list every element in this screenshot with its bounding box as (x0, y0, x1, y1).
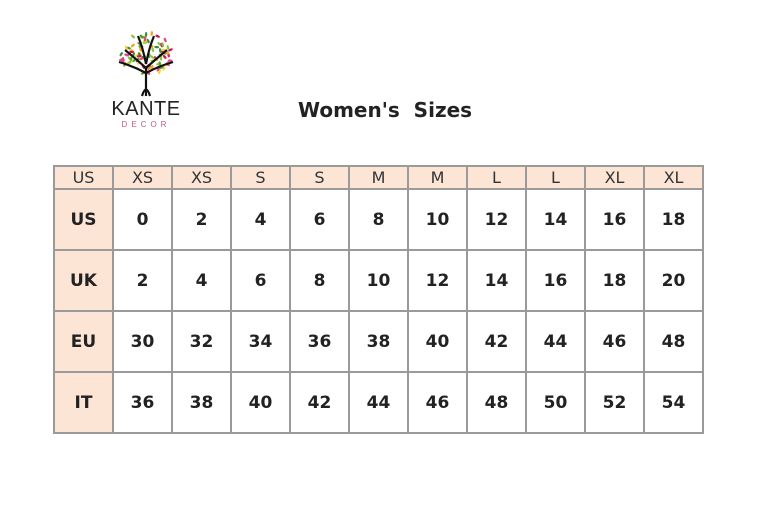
header-cell: XS (112, 165, 173, 190)
size-cell: 40 (230, 371, 291, 434)
leaf-mark (146, 38, 150, 44)
logo-title: KANTE (111, 98, 181, 120)
leaf-mark (154, 45, 160, 49)
size-cell: 50 (525, 371, 586, 434)
size-cell: 18 (584, 249, 645, 312)
logo-subtitle: DECOR (121, 120, 171, 129)
header-cell: US (53, 165, 114, 190)
header-cell: XL (584, 165, 645, 190)
size-cell: 12 (407, 249, 468, 312)
size-cell: 2 (112, 249, 173, 312)
size-cell: 34 (230, 310, 291, 373)
row-label: EU (53, 310, 114, 373)
leaf-mark (124, 45, 128, 51)
kante-decor-logo: KANTE DECOR (105, 28, 187, 130)
size-cell: 6 (230, 249, 291, 312)
tree-icon (118, 31, 174, 97)
leaf-mark (140, 36, 146, 39)
leaf-mark (136, 55, 142, 58)
size-cell: 14 (525, 188, 586, 251)
size-cell: 38 (171, 371, 232, 434)
leaf-mark (150, 31, 154, 36)
page-title: Women's Sizes (298, 98, 473, 122)
row-label: IT (53, 371, 114, 434)
size-cell: 18 (643, 188, 704, 251)
leaf-mark (158, 69, 161, 75)
size-cell: 20 (643, 249, 704, 312)
size-cell: 48 (466, 371, 527, 434)
header-cell: XL (643, 165, 704, 190)
header-row: US XS XS S S M M L L XL XL (53, 165, 704, 190)
leaf-mark (139, 57, 144, 61)
size-cell: 12 (466, 188, 527, 251)
size-cell: 6 (289, 188, 350, 251)
leaf-mark (130, 43, 135, 48)
size-cell: 4 (171, 249, 232, 312)
leaf-mark (134, 53, 140, 58)
table-row: UK 2 4 6 8 10 12 14 16 18 20 (53, 249, 704, 312)
leaf-mark (162, 66, 166, 71)
leaf-mark (128, 59, 132, 64)
size-cell: 36 (289, 310, 350, 373)
header-cell: XS (171, 165, 232, 190)
leaf-mark (157, 42, 162, 46)
size-cell: 44 (348, 371, 409, 434)
leaf-mark (129, 50, 135, 54)
size-cell: 46 (407, 371, 468, 434)
header-cell: M (407, 165, 468, 190)
leaf-mark (155, 34, 160, 38)
leaf-mark (131, 34, 136, 39)
leaf-mark (156, 67, 161, 72)
size-chart-table: US XS XS S S M M L L XL XL US 0 2 4 6 8 10 12 14 16 18 UK 2 4 6 8 1… (53, 165, 704, 434)
size-cell: 54 (643, 371, 704, 434)
size-cell: 44 (525, 310, 586, 373)
size-cell: 14 (466, 249, 527, 312)
size-cell: 48 (643, 310, 704, 373)
size-cell: 16 (525, 249, 586, 312)
leaf-mark (119, 52, 123, 57)
size-cell: 38 (348, 310, 409, 373)
leaf-mark (158, 48, 162, 53)
size-cell: 16 (584, 188, 645, 251)
size-cell: 10 (348, 249, 409, 312)
header-cell: S (230, 165, 291, 190)
leaf-mark (159, 55, 163, 61)
leaf-mark (162, 54, 167, 59)
leaf-mark (167, 59, 173, 62)
size-cell: 8 (289, 249, 350, 312)
leaf-mark (159, 66, 164, 70)
size-cell: 32 (171, 310, 232, 373)
leaf-mark (158, 61, 162, 67)
leaf-mark (166, 45, 170, 50)
header-cell: L (466, 165, 527, 190)
leaf-mark (163, 37, 167, 43)
size-cell: 42 (466, 310, 527, 373)
size-cell: 8 (348, 188, 409, 251)
size-cell: 30 (112, 310, 173, 373)
size-cell: 52 (584, 371, 645, 434)
row-label: US (53, 188, 114, 251)
size-cell: 0 (112, 188, 173, 251)
table-row: EU 30 32 34 36 38 40 42 44 46 48 (53, 310, 704, 373)
size-cell: 2 (171, 188, 232, 251)
size-cell: 40 (407, 310, 468, 373)
leaf-mark (151, 47, 155, 53)
table-row: IT 36 38 40 42 44 46 48 50 52 54 (53, 371, 704, 434)
leaf-mark (168, 48, 173, 52)
size-cell: 4 (230, 188, 291, 251)
size-cell: 10 (407, 188, 468, 251)
leaf-mark (144, 32, 148, 37)
header-cell: M (348, 165, 409, 190)
size-cell: 36 (112, 371, 173, 434)
header-cell: S (289, 165, 350, 190)
row-label: UK (53, 249, 114, 312)
leaf-mark (161, 42, 165, 47)
size-cell: 42 (289, 371, 350, 434)
header-cell: L (525, 165, 586, 190)
size-cell: 46 (584, 310, 645, 373)
table-row: US 0 2 4 6 8 10 12 14 16 18 (53, 188, 704, 251)
leaf-mark (149, 55, 155, 59)
